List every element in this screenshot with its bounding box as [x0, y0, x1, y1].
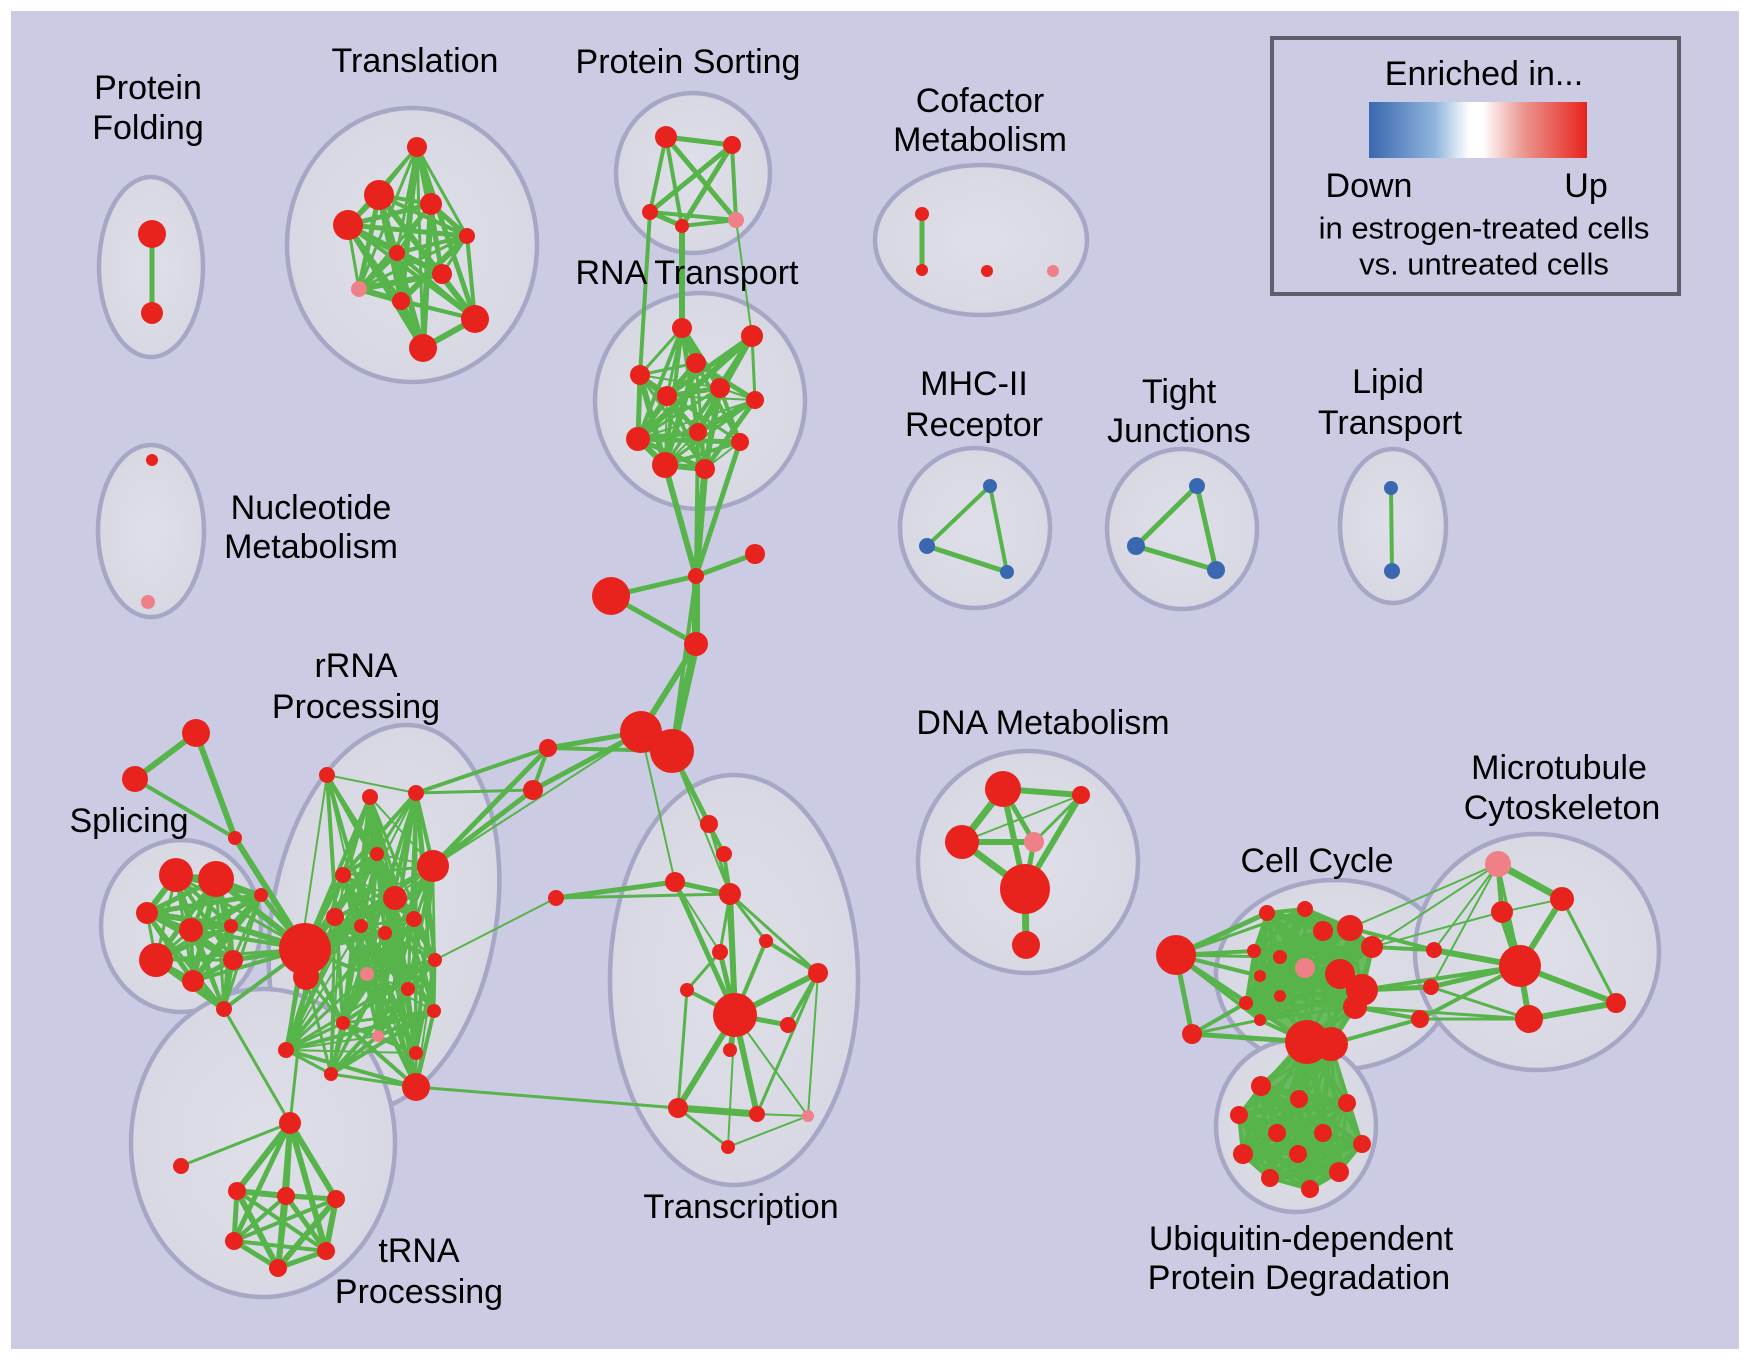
- svg-text:Metabolism: Metabolism: [224, 528, 398, 566]
- svg-text:Up: Up: [1564, 167, 1607, 205]
- svg-text:MHC-II: MHC-II: [920, 365, 1028, 403]
- svg-text:Tight: Tight: [1142, 373, 1217, 411]
- svg-text:Processing: Processing: [272, 688, 440, 726]
- svg-text:DNA Metabolism: DNA Metabolism: [916, 704, 1169, 742]
- svg-text:in estrogen-treated cells: in estrogen-treated cells: [1319, 211, 1650, 246]
- svg-text:Folding: Folding: [92, 109, 204, 147]
- svg-text:RNA Transport: RNA Transport: [576, 254, 800, 292]
- svg-text:Translation: Translation: [332, 42, 499, 80]
- svg-text:Cofactor: Cofactor: [916, 82, 1045, 120]
- svg-text:Junctions: Junctions: [1107, 412, 1251, 450]
- svg-text:Metabolism: Metabolism: [893, 121, 1067, 159]
- svg-text:Microtubule: Microtubule: [1471, 749, 1647, 787]
- svg-text:Protein Sorting: Protein Sorting: [576, 43, 801, 81]
- svg-text:tRNA: tRNA: [378, 1232, 460, 1270]
- svg-text:Cytoskeleton: Cytoskeleton: [1464, 789, 1661, 827]
- svg-text:Protein Degradation: Protein Degradation: [1148, 1259, 1450, 1297]
- svg-text:Processing: Processing: [335, 1273, 503, 1311]
- svg-text:Splicing: Splicing: [69, 802, 188, 840]
- svg-text:Ubiquitin-dependent: Ubiquitin-dependent: [1149, 1220, 1454, 1258]
- svg-text:Nucleotide: Nucleotide: [231, 489, 392, 527]
- svg-text:Lipid: Lipid: [1352, 363, 1424, 401]
- svg-text:Cell Cycle: Cell Cycle: [1240, 842, 1393, 880]
- svg-text:Transport: Transport: [1318, 404, 1463, 442]
- svg-text:Down: Down: [1326, 167, 1413, 205]
- svg-text:Protein: Protein: [94, 69, 202, 107]
- svg-text:Transcription: Transcription: [643, 1188, 838, 1226]
- svg-text:Enriched in...: Enriched in...: [1385, 55, 1583, 93]
- svg-text:rRNA: rRNA: [314, 647, 397, 685]
- svg-text:Receptor: Receptor: [905, 406, 1043, 444]
- svg-text:vs. untreated cells: vs. untreated cells: [1359, 247, 1609, 282]
